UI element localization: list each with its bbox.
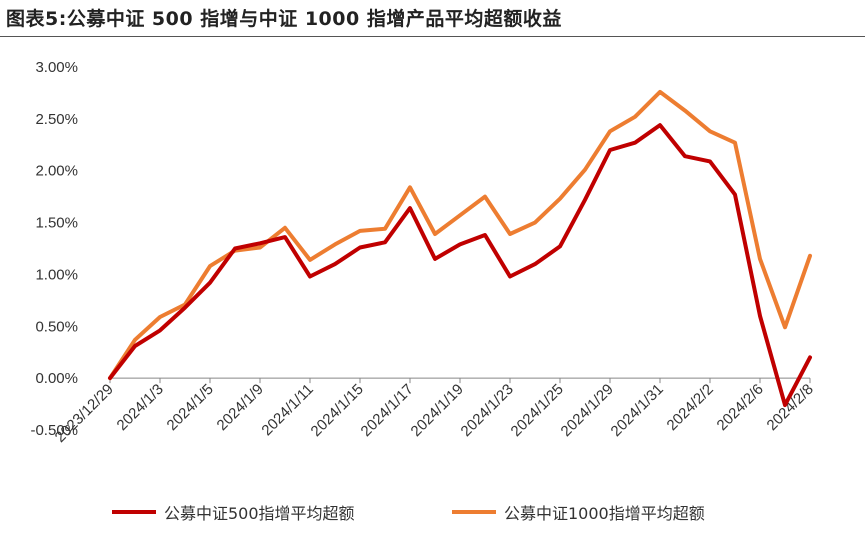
- series-lines: [108, 89, 812, 408]
- legend-label-csi1000: 公募中证1000指增平均超额: [504, 504, 705, 523]
- y-tick-label: 0.00%: [35, 370, 78, 387]
- legend-item-csi500: 公募中证500指增平均超额: [112, 500, 355, 524]
- x-tick-label: 2024/1/11: [258, 381, 316, 439]
- x-tick-label: 2024/1/15: [308, 381, 367, 440]
- legend-label-csi500: 公募中证500指增平均超额: [164, 504, 355, 523]
- legend: 公募中证500指增平均超额 公募中证1000指增平均超额: [0, 500, 865, 530]
- x-tick-label: 2024/1/17: [358, 381, 417, 440]
- title-divider: [0, 36, 865, 37]
- figure-title: 图表5:公募中证 500 指增与中证 1000 指增产品平均超额收益: [6, 8, 562, 30]
- x-tick-label: 2024/1/3: [114, 381, 167, 434]
- x-tick-label: 2024/2/6: [714, 381, 767, 434]
- legend-swatch-csi1000: [452, 510, 496, 514]
- x-tick-label: 2024/1/23: [458, 381, 517, 440]
- legend-swatch-csi500: [112, 510, 156, 514]
- x-tick-label: 2024/2/8: [764, 381, 817, 434]
- y-tick-label: 0.50%: [35, 318, 78, 335]
- series-line-csi500: [108, 123, 812, 408]
- y-tick-label: -0.50%: [30, 422, 78, 439]
- x-tick-label: 2023/12/29: [52, 381, 117, 446]
- line-chart: 3.00% 2.50% 2.00% 1.50% 1.00% 0.50% 0.00% -0.50…: [30, 59, 817, 446]
- x-tick-label: 2024/1/31: [608, 381, 667, 440]
- x-tick-label: 2024/1/5: [164, 381, 217, 434]
- x-tick-label: 2024/1/25: [508, 381, 567, 440]
- y-tick-label: 2.50%: [35, 111, 78, 128]
- y-tick-label: 1.50%: [35, 215, 78, 232]
- x-tick-label: 2024/2/2: [664, 381, 717, 434]
- x-axis-ticks: 2023/12/292024/1/32024/1/52024/1/92024/1…: [52, 378, 817, 446]
- y-tick-label: 1.00%: [35, 266, 78, 283]
- series-line-csi1000: [108, 89, 812, 381]
- y-tick-label: 2.00%: [35, 163, 78, 180]
- y-axis-ticks: 3.00% 2.50% 2.00% 1.50% 1.00% 0.50% 0.00% -0.50…: [30, 59, 78, 439]
- x-tick-label: 2024/1/29: [558, 381, 617, 440]
- legend-item-csi1000: 公募中证1000指增平均超额: [452, 500, 705, 524]
- y-tick-label: 3.00%: [35, 59, 78, 76]
- x-tick-label: 2024/1/19: [408, 381, 467, 440]
